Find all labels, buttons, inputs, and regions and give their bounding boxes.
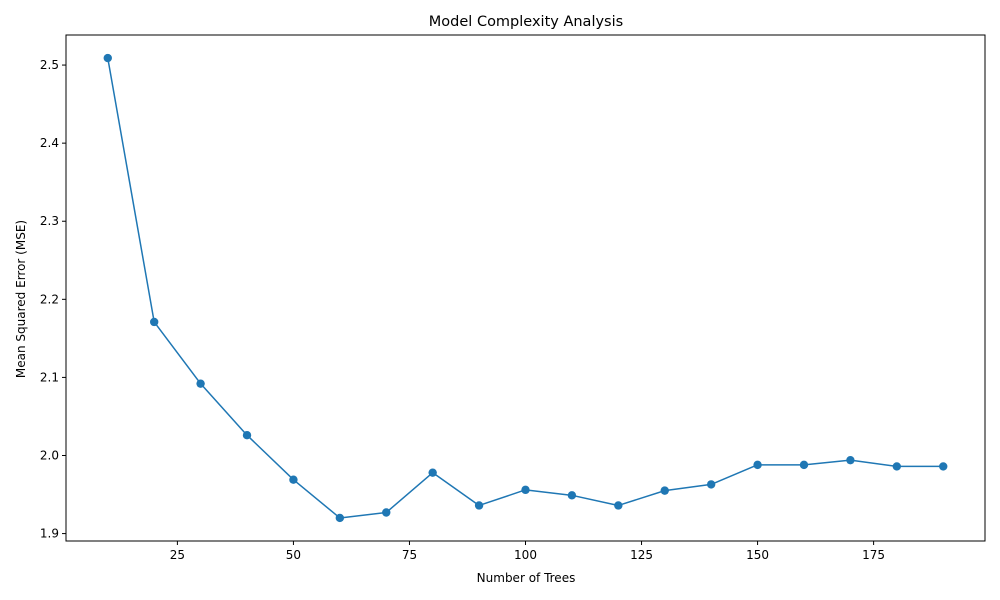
x-tick-label: 100 [514,548,537,562]
data-point [521,485,530,495]
data-point [706,480,716,489]
y-tick-label: 2.2 [40,292,59,306]
y-axis-label: Mean Squared Error (MSE) [14,220,28,378]
x-tick-label: 75 [402,548,417,562]
data-point [149,317,159,327]
x-tick-label: 125 [630,548,653,562]
y-tick-label: 1.9 [40,527,59,541]
data-point [892,462,902,471]
plot-area: 25 50 75 100 125 150 175 1.9 2.0 2.1 2.2 2.3 2.4 2.5 [40,34,986,562]
y-tick-label: 2.3 [40,214,59,228]
data-point [660,486,669,495]
data-point [753,460,762,470]
y-tick-label: 2.4 [40,136,59,150]
data-point [382,508,391,517]
data-point [103,53,112,63]
data-point [335,513,345,523]
x-tick-label: 150 [746,548,769,562]
chart-title: Model Complexity Analysis [429,14,623,30]
data-point [846,455,855,465]
data-point [799,460,809,470]
x-axis-label: Number of Trees [477,571,576,585]
data-point [474,501,484,510]
data-point [567,491,577,500]
data-point [196,379,205,388]
y-tick-label: 2.0 [40,448,59,462]
x-tick-label: 50 [286,548,301,562]
y-tick-label: 2.1 [40,370,59,384]
data-point [242,430,252,440]
y-tick-label: 2.5 [40,58,59,72]
data-point [289,475,298,484]
data-point [614,501,623,510]
data-point [939,462,948,471]
x-tick-label: 175 [862,548,885,562]
data-point [428,468,437,477]
x-tick-label: 25 [170,548,185,562]
